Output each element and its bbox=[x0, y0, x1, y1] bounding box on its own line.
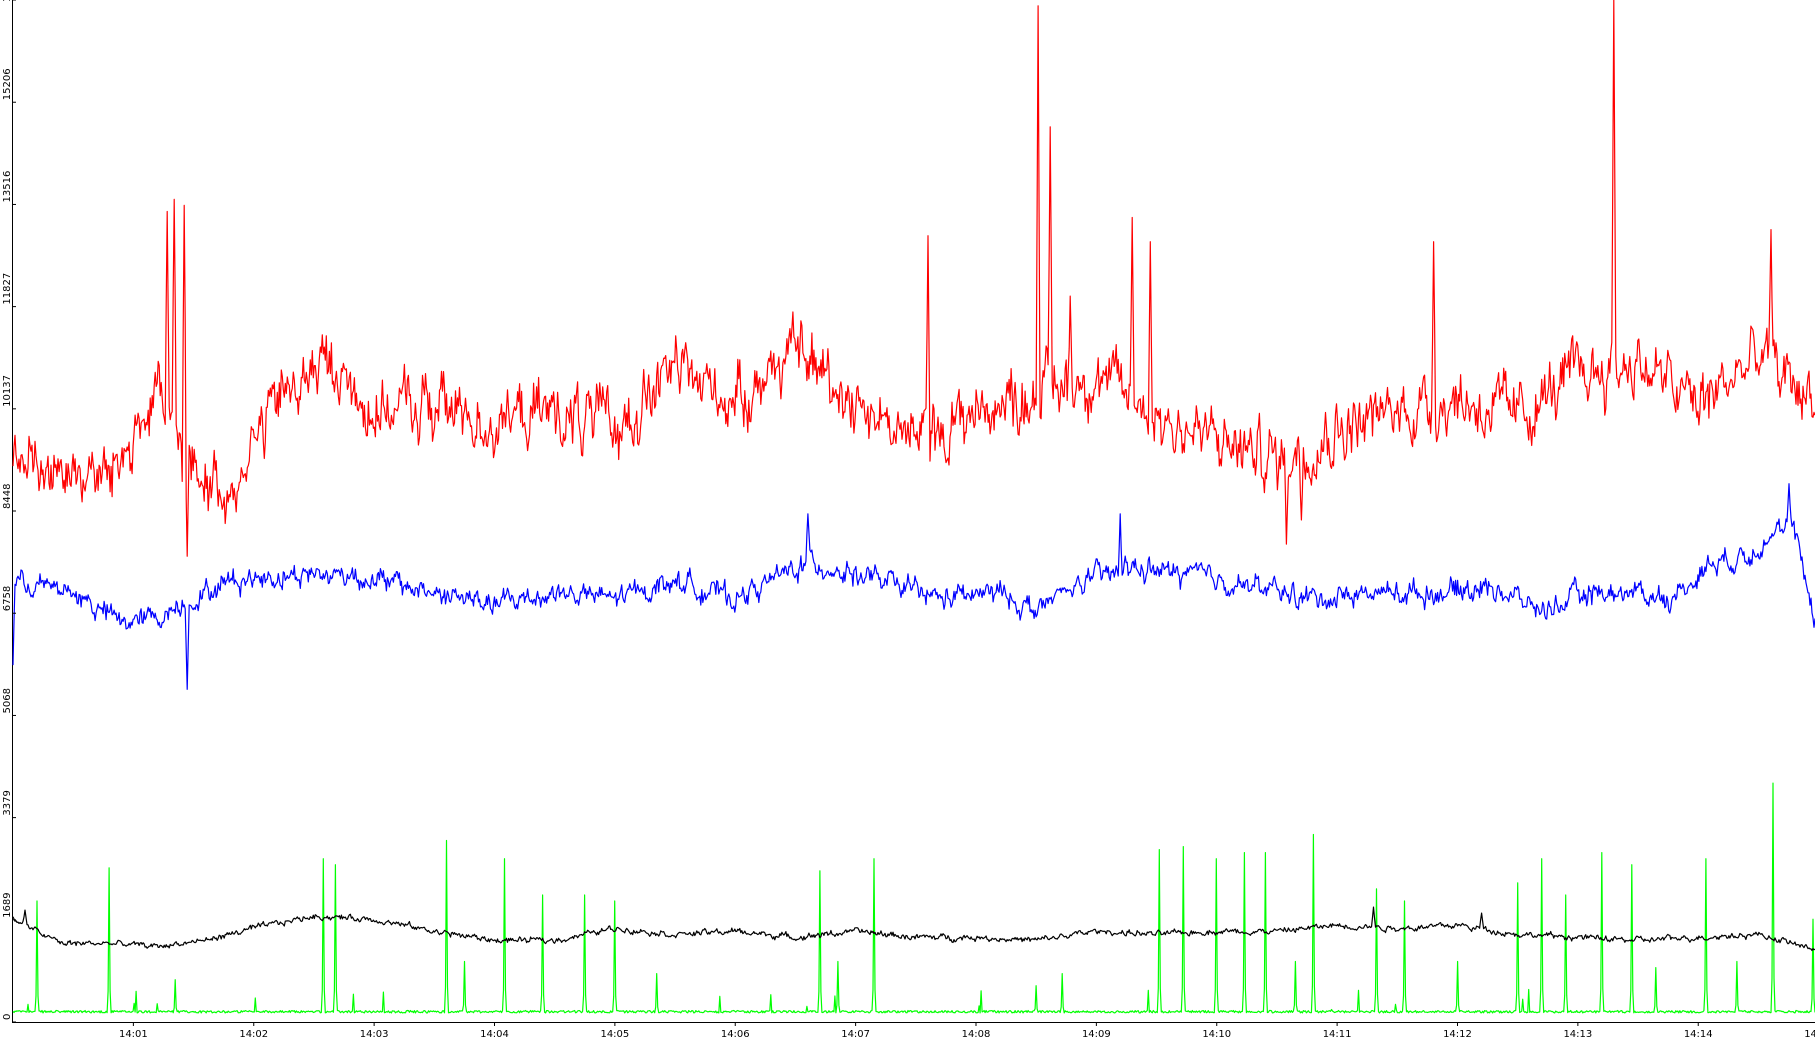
y-tick-label: 3379 bbox=[2, 790, 13, 815]
x-tick-label: 14:01 bbox=[119, 1029, 148, 1039]
series-line bbox=[12, 0, 1815, 557]
y-tick-label: 10137 bbox=[2, 375, 13, 407]
y-tick-label: 0 bbox=[2, 1014, 13, 1020]
x-tick-label: 14:08 bbox=[962, 1029, 991, 1039]
x-tick-label: 14:10 bbox=[1202, 1029, 1231, 1039]
x-tick-label: 14:02 bbox=[239, 1029, 268, 1039]
series-line bbox=[12, 782, 1815, 1014]
y-tick-label: 5068 bbox=[2, 688, 13, 713]
x-tick-label: 14:06 bbox=[721, 1029, 750, 1039]
x-tick-label: 14:12 bbox=[1443, 1029, 1472, 1039]
y-tick-label: 8448 bbox=[2, 484, 13, 509]
series-layer bbox=[12, 0, 1815, 1014]
y-tick-label: 1689 bbox=[2, 892, 13, 917]
series-line bbox=[12, 906, 1815, 952]
x-tick-label: 14:15 bbox=[1804, 1029, 1815, 1039]
x-tick-label: 14:07 bbox=[841, 1029, 870, 1039]
x-tick-label: 14:11 bbox=[1323, 1029, 1352, 1039]
x-tick-label: 14:13 bbox=[1563, 1029, 1592, 1039]
x-tick-label: 14:04 bbox=[480, 1029, 509, 1039]
y-tick-label: 16896 bbox=[2, 0, 13, 2]
x-tick-label: 14:03 bbox=[360, 1029, 389, 1039]
series-line bbox=[12, 483, 1815, 690]
y-tick-label: 11827 bbox=[2, 273, 13, 305]
y-tick-label: 13516 bbox=[2, 171, 13, 203]
y-axis-ticks: 0 1689 3379 5068 6758 8448 10137 11827 13516 1520… bbox=[2, 0, 16, 1023]
x-tick-label: 14:05 bbox=[600, 1029, 629, 1039]
x-tick-label: 14:09 bbox=[1082, 1029, 1111, 1039]
x-tick-label: 14:14 bbox=[1684, 1029, 1713, 1039]
y-tick-label: 6758 bbox=[2, 586, 13, 611]
y-tick-label: 15206 bbox=[2, 68, 13, 100]
x-axis-ticks: 14:01 14:02 14:03 14:04 14:05 14:06 14:07 14:08… bbox=[119, 1022, 1815, 1039]
